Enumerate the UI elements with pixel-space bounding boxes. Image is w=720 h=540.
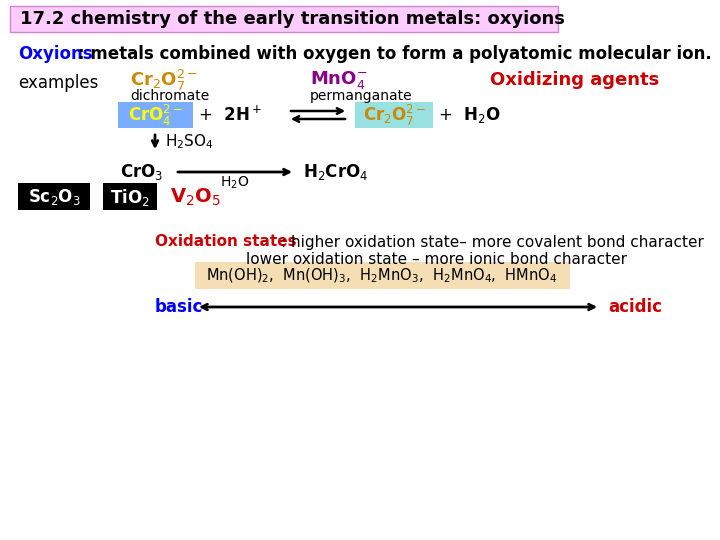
- Text: $+$  H$_2$O: $+$ H$_2$O: [438, 105, 501, 125]
- Text: Oxidation states: Oxidation states: [155, 234, 297, 249]
- FancyBboxPatch shape: [118, 102, 193, 128]
- Text: Oxyions: Oxyions: [18, 45, 93, 63]
- FancyBboxPatch shape: [195, 262, 570, 289]
- Text: Sc$_2$O$_3$: Sc$_2$O$_3$: [27, 187, 81, 207]
- FancyBboxPatch shape: [355, 102, 433, 128]
- Text: H$_2$SO$_4$: H$_2$SO$_4$: [165, 133, 214, 151]
- FancyBboxPatch shape: [103, 183, 157, 210]
- Text: CrO$_4^{2-}$: CrO$_4^{2-}$: [127, 103, 182, 127]
- Text: lower oxidation state – more ionic bond character: lower oxidation state – more ionic bond …: [246, 252, 628, 267]
- Text: 17.2 chemistry of the early transition metals: oxyions: 17.2 chemistry of the early transition m…: [20, 10, 565, 28]
- Text: TiO$_2$: TiO$_2$: [110, 186, 150, 207]
- Text: basic: basic: [155, 298, 203, 316]
- Text: permanganate: permanganate: [310, 89, 413, 103]
- Text: $+$  2H$^+$: $+$ 2H$^+$: [198, 105, 262, 125]
- Text: H$_2$CrO$_4$: H$_2$CrO$_4$: [303, 162, 369, 182]
- Text: Cr$_2$O$_7^{2-}$: Cr$_2$O$_7^{2-}$: [362, 103, 426, 127]
- Text: V$_2$O$_5$: V$_2$O$_5$: [170, 186, 221, 208]
- Text: H$_2$O: H$_2$O: [220, 175, 250, 191]
- Text: : metals combined with oxygen to form a polyatomic molecular ion.: : metals combined with oxygen to form a …: [78, 45, 712, 63]
- Text: CrO$_3$: CrO$_3$: [120, 162, 163, 182]
- Text: MnO$_4^{-}$: MnO$_4^{-}$: [310, 69, 367, 91]
- Text: : higher oxidation state– more covalent bond character: : higher oxidation state– more covalent …: [281, 234, 704, 249]
- Text: Cr$_2$O$_7^{2-}$: Cr$_2$O$_7^{2-}$: [130, 68, 198, 92]
- Text: dichromate: dichromate: [130, 89, 210, 103]
- Text: Mn(OH)$_2$,  Mn(OH)$_3$,  H$_2$MnO$_3$,  H$_2$MnO$_4$,  HMnO$_4$: Mn(OH)$_2$, Mn(OH)$_3$, H$_2$MnO$_3$, H$…: [207, 267, 558, 285]
- Text: examples: examples: [18, 74, 99, 92]
- FancyBboxPatch shape: [18, 183, 90, 210]
- Text: acidic: acidic: [608, 298, 662, 316]
- Text: Oxidizing agents: Oxidizing agents: [490, 71, 660, 89]
- FancyBboxPatch shape: [10, 6, 558, 32]
